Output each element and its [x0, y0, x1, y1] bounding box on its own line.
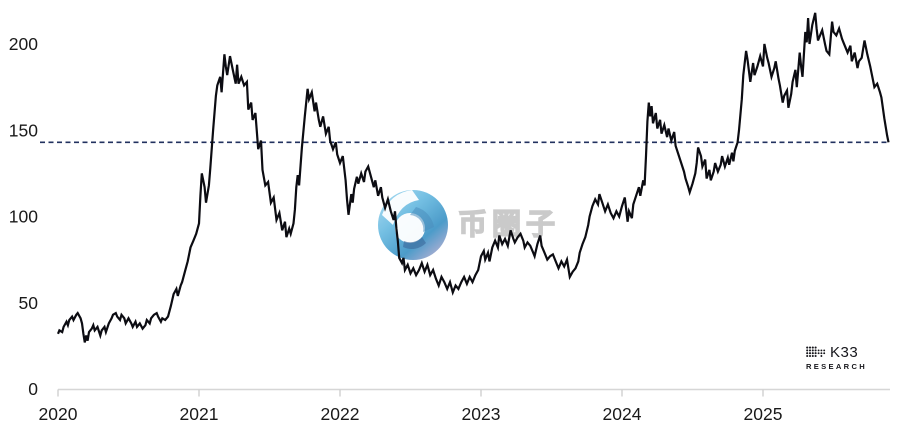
y-tick-label: 100 — [9, 207, 38, 227]
x-axis-labels: 2020 2021 2022 2023 2024 2025 — [39, 404, 783, 424]
watermark-logo-icon — [378, 190, 448, 260]
x-tick-label: 2022 — [321, 404, 360, 424]
y-tick-label: 150 — [9, 120, 38, 140]
brand-subtitle: RESEARCH — [806, 362, 868, 371]
k33-research-logo: K33 RESEARCH — [806, 345, 867, 371]
y-tick-label: 200 — [9, 34, 38, 54]
watermark: 币圈子 — [376, 185, 560, 265]
x-tick-label: 2024 — [603, 404, 642, 424]
k33-dots-icon — [806, 346, 826, 358]
price-line — [56, 12, 890, 343]
x-axis-ticks — [57, 389, 764, 397]
y-tick-label: 50 — [19, 293, 39, 313]
y-axis-labels: 0 50 100 150 200 — [9, 34, 38, 399]
x-tick-label: 2025 — [744, 404, 783, 424]
x-tick-label: 2021 — [180, 404, 219, 424]
x-tick-label: 2023 — [462, 404, 501, 424]
brand-name: K33 — [830, 344, 859, 361]
y-tick-label: 0 — [28, 379, 38, 399]
x-tick-label: 2020 — [39, 404, 78, 424]
